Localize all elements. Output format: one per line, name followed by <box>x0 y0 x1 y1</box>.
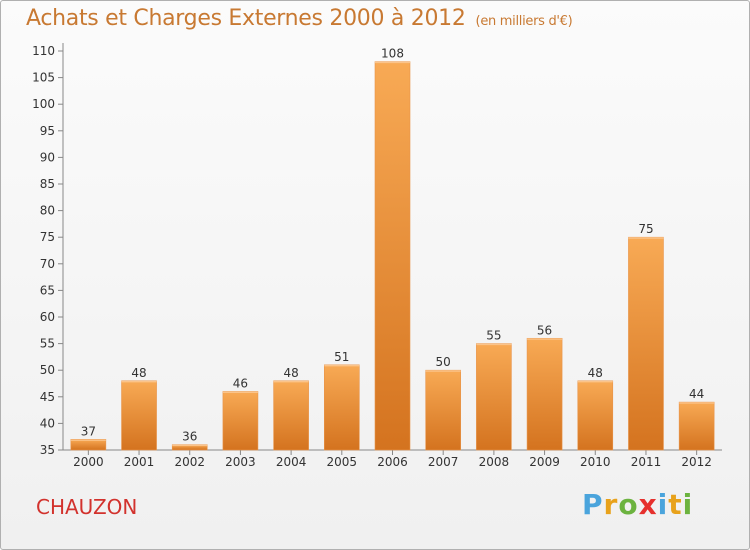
chart-subtitle: (en milliers d'€) <box>475 14 573 29</box>
x-tick-label: 2004 <box>276 455 307 469</box>
data-label-2011: 75 <box>638 222 653 236</box>
bar-2004 <box>273 380 309 451</box>
x-tick-label: 2003 <box>225 455 256 469</box>
bar-2012 <box>678 401 715 451</box>
x-tick-label: 2008 <box>479 455 510 469</box>
y-tick-label: 50 <box>40 363 55 377</box>
bar-2008 <box>476 343 512 451</box>
x-tick-label: 2007 <box>428 455 459 469</box>
bar-2009 <box>526 337 563 451</box>
chart-labels: 2000 37 2001 48 2002 36 2003 46 2004 48 2005 51 2006… <box>73 47 712 469</box>
bar-2001 <box>121 380 157 451</box>
y-tick-label: 95 <box>40 124 55 138</box>
bar-2010 <box>577 380 614 451</box>
y-tick-label: 40 <box>40 416 55 430</box>
y-tick-label: 105 <box>32 71 55 85</box>
y-tick-label: 80 <box>40 204 55 218</box>
bar-2005 <box>324 364 360 451</box>
chart-title: Achats et Charges Externes 2000 à 2012 (e… <box>26 6 573 31</box>
bar-2011 <box>628 236 664 451</box>
x-tick-label: 2000 <box>73 455 104 469</box>
bar-2000 <box>70 439 107 451</box>
x-tick-label: 2011 <box>631 455 662 469</box>
x-tick-label: 2001 <box>124 455 155 469</box>
data-label-2008: 55 <box>486 329 501 343</box>
data-label-2004: 48 <box>283 366 298 380</box>
chart-title-text: Achats et Charges Externes 2000 à 2012 <box>26 6 466 31</box>
x-tick-label: 2009 <box>529 455 560 469</box>
data-label-2001: 48 <box>131 366 146 380</box>
bar-2007 <box>425 369 461 451</box>
y-tick-label: 45 <box>40 390 55 404</box>
data-label-2005: 51 <box>334 350 349 364</box>
y-tick-label: 70 <box>40 257 55 271</box>
data-label-2000: 37 <box>81 424 96 438</box>
data-label-2010: 48 <box>588 366 603 380</box>
data-label-2002: 36 <box>182 430 197 444</box>
data-label-2007: 50 <box>436 355 451 369</box>
x-tick-label: 2012 <box>681 455 712 469</box>
proxiti-logo[interactable]: Proxiti <box>582 488 694 521</box>
chart-bars <box>70 61 715 451</box>
y-tick-label: 55 <box>40 337 55 351</box>
data-label-2006: 108 <box>381 47 404 61</box>
data-label-2009: 56 <box>537 323 552 337</box>
bar-2002 <box>171 444 208 451</box>
data-label-2003: 46 <box>233 376 248 390</box>
y-tick-label: 60 <box>40 310 55 324</box>
y-tick-label: 110 <box>32 44 55 58</box>
y-tick-label: 35 <box>40 443 55 457</box>
x-tick-label: 2006 <box>377 455 408 469</box>
commune-name: CHAUZON <box>36 495 138 519</box>
y-tick-label: 85 <box>40 177 55 191</box>
x-tick-label: 2010 <box>580 455 611 469</box>
y-tick-label: 100 <box>32 97 55 111</box>
y-tick-label: 90 <box>40 150 55 164</box>
bar-2006 <box>374 61 411 451</box>
data-label-2012: 44 <box>689 387 704 401</box>
x-tick-label: 2005 <box>327 455 358 469</box>
y-tick-label: 75 <box>40 230 55 244</box>
bar-2003 <box>222 391 259 451</box>
x-tick-label: 2002 <box>174 455 205 469</box>
y-tick-label: 65 <box>40 283 55 297</box>
